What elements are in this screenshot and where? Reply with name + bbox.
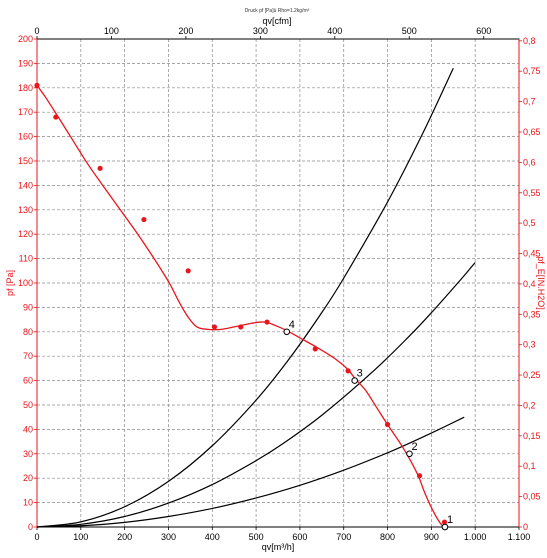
y2-tick-label: 0,35 [523,309,541,319]
y-tick-label: 100 [18,278,33,288]
operating-point-label-2: 2 [411,441,417,453]
y-tick-label: 200 [18,34,33,44]
fan-curve-marker [312,346,318,352]
y2-tick-label: 0,55 [523,188,541,198]
y-tick-label: 30 [23,449,33,459]
y2-tick-label: 0,15 [523,431,541,441]
operating-point-2 [406,450,413,458]
x2-tick-label: 300 [253,26,268,36]
y2-tick-label: 0 [523,522,528,532]
fan-curve-marker [441,519,448,525]
operating-point-4 [283,328,291,336]
fan-curve-marker [264,319,270,325]
y2-tick-label: 0,4 [523,279,536,289]
system-curve-2 [36,68,454,528]
fan-curve-marker [238,324,244,330]
fan-curve-marker [185,268,191,274]
grid [37,39,519,527]
x-tick-label: 500 [249,532,264,542]
right-axis-label: pf_E[IN.H2O] [536,256,546,310]
x-tick-label: 900 [424,532,439,542]
y2-tick-label: 0,75 [523,66,541,76]
fan-curve-marker [34,82,40,88]
x2-tick-label: 500 [402,26,417,36]
y2-tick-label: 0,8 [523,36,536,46]
x-tick-label: 800 [380,532,395,542]
x-tick-label: 600 [292,532,307,542]
y2-tick-label: 0,25 [523,370,541,380]
x2-tick-label: 200 [178,26,193,36]
x2-tick-label: 100 [104,26,119,36]
y-tick-label: 130 [18,205,33,215]
x-tick-label: 200 [117,532,132,542]
y-tick-label: 10 [23,498,33,508]
curves [34,68,476,528]
y-tick-label: 190 [18,58,33,68]
y-tick-label: 20 [23,473,33,483]
y-tick-label: 170 [18,107,33,117]
y-tick-label: 40 [23,424,33,434]
y2-tick-label: 0,65 [523,127,541,137]
x-tick-label: 100 [73,532,88,542]
system-curve-1 [36,262,476,528]
y2-tick-label: 0,05 [523,492,541,502]
x2-tick-label: 600 [476,26,491,36]
x2-tick-label: 400 [327,26,342,36]
fan-curve-marker [384,421,391,428]
bottom-axis-label: qv[m³/h] [262,542,295,552]
operating-point-label-3: 3 [357,368,363,380]
fan-curve-marker [211,324,218,330]
y-tick-label: 160 [18,132,33,142]
x-tick-label: 300 [161,532,176,542]
operating-point-3 [351,377,358,384]
y2-tick-label: 0,3 [523,340,536,350]
y-tick-label: 110 [19,254,33,264]
fan-curve [36,84,444,528]
system-curve-3 [36,416,465,528]
y-tick-label: 60 [23,376,33,386]
left-axis-label: pf [Pa] [5,270,15,296]
y-tick-label: 120 [18,229,33,239]
y-tick-label: 90 [23,302,33,312]
fan-curve-marker [53,114,59,120]
y-tick-label: 0 [28,522,33,532]
chart-title: Druck pf [Pa]ü Rho=1.2kg/m³ [245,8,310,14]
operating-point-1 [441,523,449,531]
axes [34,36,522,530]
y2-tick-label: 0,1 [523,461,536,471]
y-tick-label: 180 [18,83,33,93]
y-tick-label: 140 [18,180,33,190]
y2-tick-label: 0,6 [523,157,536,167]
top-axis-label: qv[cfm] [262,16,291,26]
fan-curve-marker [345,368,351,374]
y-tick-label: 50 [23,400,33,410]
y-tick-label: 80 [23,327,33,337]
x-tick-label: 700 [336,532,351,542]
x-tick-label: 1.000 [464,532,487,542]
operating-points: 1 2 3 4 [283,319,453,531]
fan-curve-marker [141,216,147,223]
x2-tick-label: 0 [34,26,39,36]
x-tick-label: 0 [34,532,39,542]
y-tick-label: 150 [18,156,33,166]
x-tick-label: 400 [205,532,220,542]
y-tick-label: 70 [23,351,33,361]
y2-tick-label: 0,7 [523,97,536,107]
y2-tick-label: 0,2 [523,400,536,410]
fan-curve-marker [416,473,423,479]
fan-curve-marker [97,165,103,171]
y2-tick-label: 0,45 [523,249,541,259]
operating-point-label-4: 4 [289,319,295,331]
operating-point-label-1: 1 [447,514,453,526]
y2-tick-label: 0,5 [523,218,536,228]
x-tick-label: 1.100 [508,532,531,542]
